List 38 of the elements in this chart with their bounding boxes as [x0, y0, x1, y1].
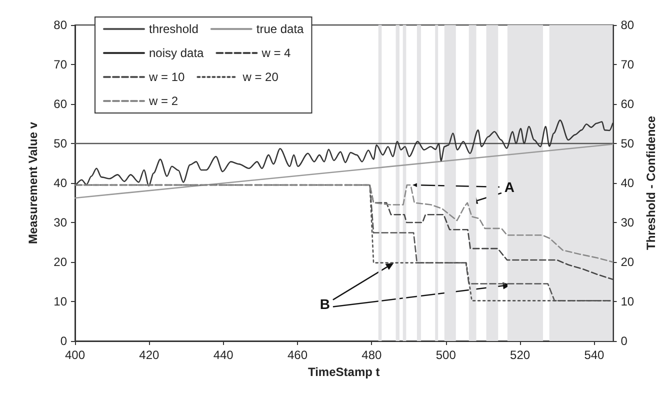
y2-tick-label: 80 — [620, 18, 634, 32]
legend-label: noisy data — [149, 46, 204, 60]
legend-label: w = 20 — [242, 70, 279, 84]
legend-label: threshold — [149, 22, 198, 36]
y2-tick-label: 20 — [620, 255, 634, 269]
legend-label: true data — [256, 22, 304, 36]
x-tick-label: 520 — [510, 348, 530, 362]
y2-tick-label: 60 — [620, 97, 634, 111]
y2-tick-label: 70 — [620, 58, 634, 72]
x-tick-label: 400 — [64, 348, 86, 362]
y2-axis-title: Threshold - Confidence — [644, 116, 658, 250]
y-tick-label: 0 — [60, 334, 68, 348]
y-tick-label: 80 — [54, 18, 68, 32]
x-axis-title: TimeStamp t — [308, 364, 380, 379]
legend-label: w = 2 — [148, 94, 178, 108]
y2-tick-label: 50 — [620, 136, 634, 150]
annotation: B — [320, 296, 330, 312]
legend-label: w = 10 — [148, 70, 186, 84]
x-tick-label: 420 — [139, 348, 160, 362]
y-tick-label: 40 — [54, 176, 68, 190]
y2-tick-label: 30 — [620, 216, 634, 230]
x-tick-label: 500 — [436, 348, 456, 362]
x-tick-label: 460 — [288, 348, 308, 362]
y-tick-label: 10 — [54, 294, 68, 308]
legend-label: w = 4 — [260, 46, 292, 60]
annotation: A — [504, 178, 515, 195]
x-tick-label: 440 — [213, 348, 234, 362]
x-tick-label: 540 — [584, 348, 605, 362]
y2-tick-label: 10 — [620, 294, 634, 308]
y2-tick-label: 0 — [620, 334, 628, 348]
y-tick-label: 50 — [54, 136, 68, 150]
y-tick-label: 30 — [54, 216, 68, 230]
y-axis-title: Measurement Value v — [26, 122, 40, 244]
y-tick-label: 60 — [54, 97, 68, 111]
x-tick-label: 480 — [362, 348, 382, 362]
y2-tick-label: 40 — [620, 176, 634, 190]
y-tick-label: 70 — [54, 58, 68, 72]
y-tick-label: 20 — [54, 255, 68, 269]
